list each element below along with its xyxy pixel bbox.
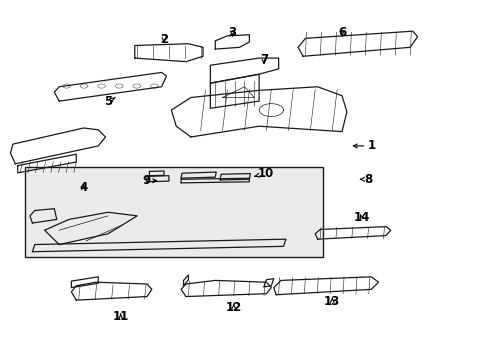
Text: 6: 6 [337,27,346,40]
Text: 5: 5 [103,95,115,108]
Text: 8: 8 [360,173,372,186]
Text: 2: 2 [160,32,168,46]
Text: 1: 1 [353,139,375,152]
Bar [25,167,322,257]
Text: 11: 11 [112,310,128,324]
Text: 10: 10 [254,167,273,180]
Text: 3: 3 [228,27,236,40]
Text: 14: 14 [353,211,369,224]
Text: 12: 12 [225,301,242,314]
Text: 9: 9 [142,174,156,187]
Text: 7: 7 [260,53,267,66]
Text: 4: 4 [80,181,87,194]
Text: 13: 13 [324,295,340,308]
